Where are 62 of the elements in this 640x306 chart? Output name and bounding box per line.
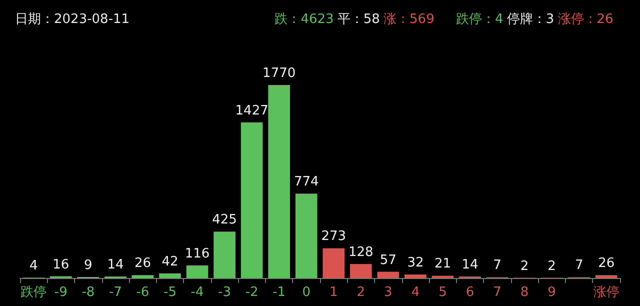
- chart-title: 日期：2023-08-11: [15, 12, 130, 27]
- data-label: 9: [84, 258, 92, 274]
- bar: [132, 275, 154, 278]
- x-tick-label: 6: [466, 285, 474, 300]
- text: 跌：4623: [274, 12, 334, 27]
- x-tick-label: 4: [411, 285, 420, 300]
- data-label: 425: [212, 212, 237, 228]
- x-tick-label: -2: [245, 285, 258, 300]
- x-tick-label: 1: [329, 285, 338, 300]
- x-tick-label: -5: [164, 285, 176, 300]
- x-tick-label: 9: [548, 285, 556, 300]
- x-tick-label: -7: [108, 285, 122, 300]
- x-tick-label: 7: [493, 285, 502, 300]
- bar: [350, 264, 372, 278]
- x-tick-label: 跌停: [20, 285, 47, 300]
- data-label: 42: [162, 254, 178, 270]
- data-label: 273: [321, 229, 346, 244]
- x-tick-label: -8: [82, 285, 95, 300]
- text: 涨：569: [384, 12, 434, 27]
- data-label: 7: [493, 258, 502, 274]
- text: 停牌：3: [506, 12, 554, 27]
- data-label: 57: [380, 252, 396, 268]
- x-tick-label: 2: [356, 285, 366, 300]
- x-tick-label: -9: [54, 285, 68, 300]
- bar: [186, 265, 208, 278]
- data-label: 2: [520, 258, 529, 274]
- data-label: 1770: [262, 66, 296, 81]
- bar: [295, 194, 318, 278]
- text: 平：58: [337, 12, 380, 27]
- data-label: 2: [548, 258, 556, 274]
- data-label: 16: [52, 257, 70, 272]
- x-tick-label: 8: [520, 285, 529, 300]
- data-label: 26: [134, 256, 151, 272]
- data-label: 14: [107, 257, 124, 272]
- bar: [377, 272, 400, 278]
- data-label: 1427: [235, 103, 268, 118]
- x-tick-label: 0: [302, 285, 311, 300]
- data-label: 774: [294, 174, 319, 190]
- text: 涨停：26: [558, 12, 614, 27]
- x-tick-label: 涨停: [593, 285, 620, 300]
- bar: [404, 274, 426, 278]
- bar: [214, 232, 236, 278]
- data-label: 14: [462, 257, 478, 272]
- x-tick-label: 3: [384, 285, 392, 300]
- bar: [322, 248, 345, 278]
- data-label: 116: [184, 246, 210, 262]
- text: 跌停：4: [456, 12, 504, 27]
- data-label: 21: [434, 256, 451, 272]
- bar: [595, 275, 618, 278]
- data-label: 4: [29, 258, 38, 274]
- x-tick-label: -4: [190, 285, 204, 300]
- x-tick-label: 5: [438, 285, 447, 300]
- bar: [268, 85, 290, 278]
- data-label: 128: [348, 245, 374, 260]
- data-label: 32: [407, 256, 424, 271]
- x-tick-label: -1: [272, 285, 286, 300]
- bar: [240, 122, 263, 278]
- data-label: 26: [598, 256, 615, 272]
- x-tick-label: -6: [136, 285, 150, 300]
- x-tick-label: -3: [218, 285, 232, 300]
- bar: [159, 273, 181, 278]
- data-label: 7: [574, 258, 584, 274]
